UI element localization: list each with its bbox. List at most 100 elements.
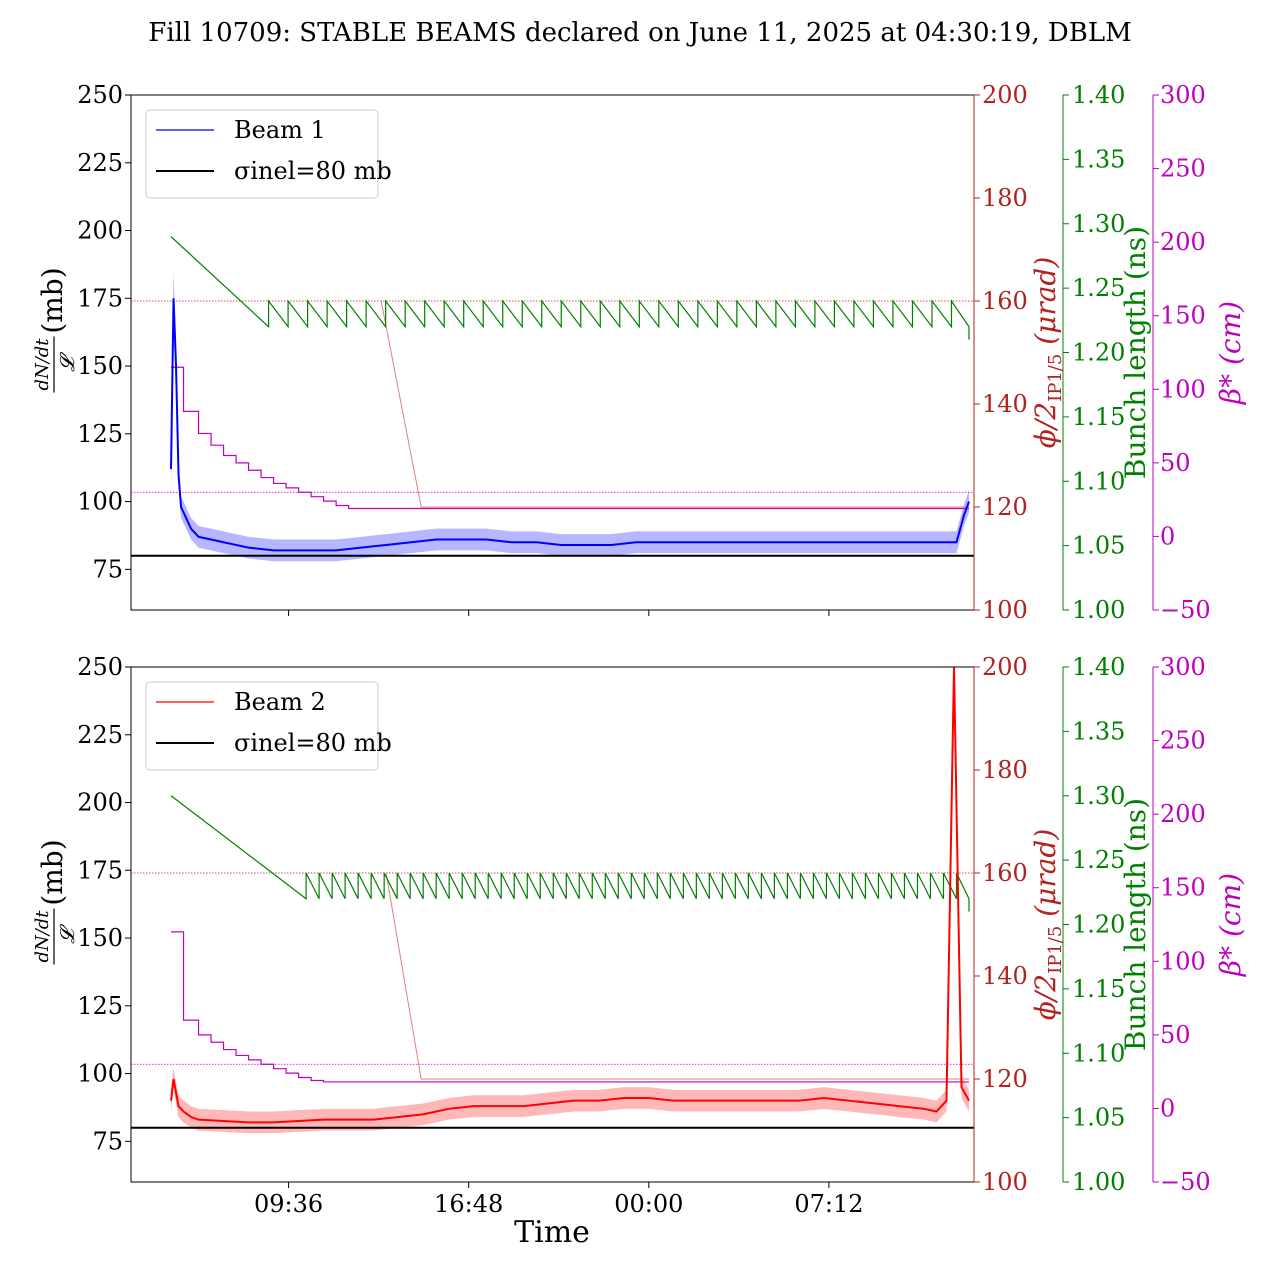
crossing-angle-line	[385, 872, 969, 1080]
bunch-tick-label: 1.15	[1072, 975, 1125, 1003]
crossing-label-sub: IP1/5	[1045, 926, 1066, 974]
y-left-tick-label: 100	[77, 1060, 123, 1088]
y-left-unit: (mb)	[36, 267, 69, 333]
crossing-axis-label: ϕ/2IP1/5 (μrad)	[1029, 829, 1066, 1021]
crossing-tick-label: 100	[982, 596, 1028, 624]
beta-tick-label: −50	[1160, 1168, 1211, 1196]
bunch-axis-label: Bunch length (ns)	[1119, 226, 1152, 479]
y-left-tick-label: 200	[77, 789, 123, 817]
bunch-tick-label: 1.35	[1072, 717, 1125, 745]
beta-tick-label: 300	[1160, 81, 1206, 109]
plot-area	[131, 667, 974, 1134]
y-left-tick-label: 225	[77, 149, 123, 177]
y-left-tick-label: 225	[77, 721, 123, 749]
crossing-label-unit: (μrad)	[1029, 257, 1062, 354]
bunch-length-line	[170, 236, 970, 340]
crossing-label-main: ϕ/2	[1029, 974, 1062, 1020]
crossing-tick-label: 140	[982, 390, 1028, 418]
bunch-length-line	[170, 795, 970, 912]
y-left-tick-label: 175	[77, 856, 123, 884]
beta-tick-label: 0	[1160, 1094, 1175, 1122]
crossing-tick-label: 100	[982, 1168, 1028, 1196]
y-left-tick-label: 150	[77, 924, 123, 952]
bunch-tick-label: 1.20	[1072, 911, 1125, 939]
legend-sigma-label: σinel=80 mb	[234, 157, 392, 185]
y-left-tick-label: 75	[92, 1127, 123, 1155]
y-left-tick-label: 150	[77, 352, 123, 380]
beta-axis-label: β* (cm)	[1214, 301, 1247, 405]
chart-title: Fill 10709: STABLE BEAMS declared on Jun…	[148, 18, 1132, 48]
bunch-tick-label: 1.40	[1072, 81, 1125, 109]
crossing-tick-label: 180	[982, 184, 1028, 212]
crossing-label-text: ϕ/2IP1/5 (μrad)	[1029, 829, 1066, 1021]
legend-beam-label: Beam 1	[234, 116, 326, 144]
beta-tick-label: 50	[1160, 1021, 1191, 1049]
beta-tick-label: 250	[1160, 727, 1206, 755]
bunch-tick-label: 1.25	[1072, 846, 1125, 874]
y-left-denominator: 𝓛	[55, 924, 79, 944]
legend-box	[145, 109, 379, 199]
beta-tick-label: 250	[1160, 155, 1206, 183]
panel-top: 75 100 125 150 175 200 225 250 100 120 140 160 180 20…	[32, 81, 1247, 624]
bunch-tick-label: 1.40	[1072, 653, 1125, 681]
crossing-label-text: ϕ/2IP1/5 (μrad)	[1029, 257, 1066, 449]
y-left-numerator: dN/dt	[32, 338, 53, 391]
bunch-tick-label: 1.10	[1072, 1039, 1125, 1067]
panel-bottom: 75 100 125 150 175 200 225 250 09:36 16:48 00:00 07…	[32, 653, 1247, 1218]
y-left-tick-label: 250	[77, 81, 123, 109]
bunch-tick-label: 1.15	[1072, 403, 1125, 431]
beta-star-line	[171, 931, 969, 1083]
beta-tick-label: 0	[1160, 522, 1175, 550]
bunch-tick-label: 1.05	[1072, 532, 1125, 560]
beta-tick-label: 150	[1160, 874, 1206, 902]
crossing-angle-line	[380, 300, 969, 508]
plot-area	[131, 236, 974, 562]
y-left-tick-label: 125	[77, 992, 123, 1020]
y-left-tick-label: 125	[77, 420, 123, 448]
beam-line	[170, 298, 970, 552]
crossing-tick-label: 120	[982, 1065, 1028, 1093]
bunch-tick-label: 1.35	[1072, 145, 1125, 173]
y-left-unit: (mb)	[36, 839, 69, 905]
bunch-tick-label: 1.25	[1072, 274, 1125, 302]
beta-axis-label: β* (cm)	[1214, 873, 1247, 977]
bunch-tick-label: 1.10	[1072, 467, 1125, 495]
crossing-tick-label: 180	[982, 756, 1028, 784]
bunch-tick-label: 1.00	[1072, 1168, 1125, 1196]
y-left-axis-label: dN/dt 𝓛 (mb)	[32, 267, 79, 393]
bunch-tick-label: 1.20	[1072, 339, 1125, 367]
y-left-tick-label: 200	[77, 217, 123, 245]
bunch-tick-label: 1.30	[1072, 782, 1125, 810]
crossing-label-unit: (μrad)	[1029, 829, 1062, 926]
legend-box	[145, 681, 379, 771]
legend-sigma-label: σinel=80 mb	[234, 729, 392, 757]
crossing-label-sub: IP1/5	[1045, 354, 1066, 402]
y-left-tick-label: 250	[77, 653, 123, 681]
bunch-tick-label: 1.30	[1072, 210, 1125, 238]
bunch-tick-label: 1.00	[1072, 596, 1125, 624]
crossing-tick-label: 160	[982, 859, 1028, 887]
beta-tick-label: −50	[1160, 596, 1211, 624]
crossing-tick-label: 200	[982, 653, 1028, 681]
bunch-tick-label: 1.05	[1072, 1104, 1125, 1132]
beta-tick-label: 50	[1160, 449, 1191, 477]
legend-beam-label: Beam 2	[234, 688, 326, 716]
beta-tick-label: 300	[1160, 653, 1206, 681]
x-tick-label: 07:12	[794, 1190, 863, 1218]
beta-tick-label: 150	[1160, 302, 1206, 330]
beam-band	[171, 271, 969, 562]
y-left-tick-label: 75	[92, 555, 123, 583]
crossing-tick-label: 120	[982, 493, 1028, 521]
beta-tick-label: 100	[1160, 947, 1206, 975]
crossing-tick-label: 160	[982, 287, 1028, 315]
beta-tick-label: 100	[1160, 375, 1206, 403]
beta-star-line	[171, 366, 969, 510]
crossing-axis-label: ϕ/2IP1/5 (μrad)	[1029, 257, 1066, 449]
y-left-tick-label: 100	[77, 488, 123, 516]
y-left-denominator: 𝓛	[55, 352, 79, 372]
beta-tick-label: 200	[1160, 800, 1206, 828]
x-tick-label: 00:00	[614, 1190, 683, 1218]
bunch-axis-label: Bunch length (ns)	[1119, 798, 1152, 1051]
y-left-tick-label: 175	[77, 284, 123, 312]
